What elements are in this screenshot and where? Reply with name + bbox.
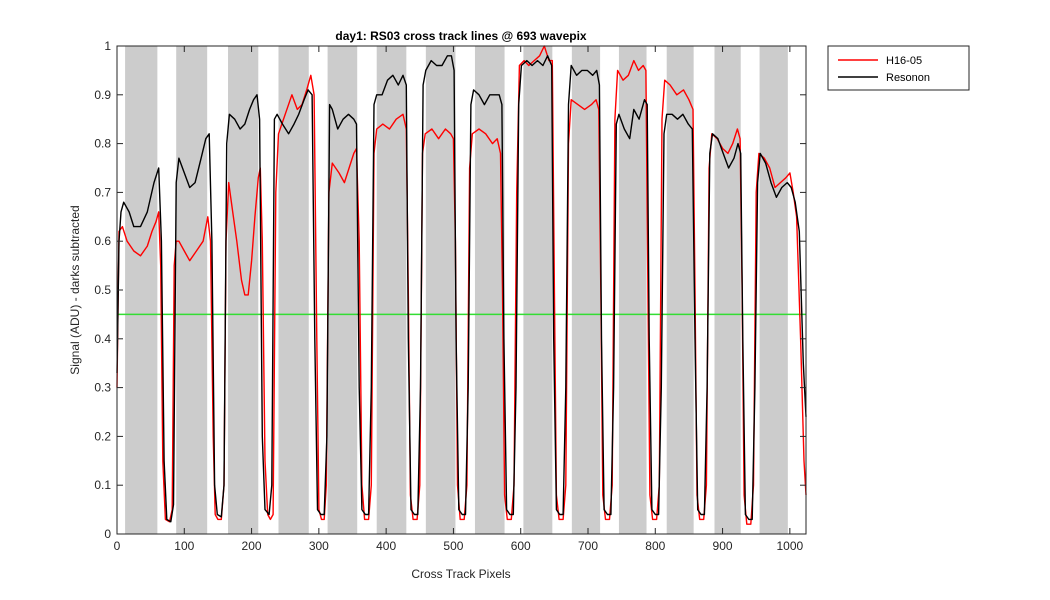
legend-label-h16-05: H16-05: [886, 55, 922, 67]
x-tick-label: 200: [242, 539, 262, 553]
shaded-band: [666, 46, 694, 534]
series-group: [116, 45, 807, 525]
legend-box: [827, 45, 970, 91]
shaded-band: [571, 46, 601, 534]
x-tick-label: 600: [511, 539, 531, 553]
y-tick-label: 0.6: [94, 234, 111, 248]
shaded-band: [474, 46, 505, 534]
chart-title: day1: RS03 cross track lines @ 693 wavep…: [335, 29, 587, 43]
y-axis-label: Signal (ADU) - darks subtracted: [68, 205, 82, 374]
legend-label-resonon: Resonon: [886, 72, 930, 84]
x-tick-label: 700: [578, 539, 598, 553]
shaded-band: [278, 46, 309, 534]
y-tick-label: 0.5: [94, 283, 111, 297]
shaded-band: [176, 46, 208, 534]
y-tick-label: 0.1: [94, 478, 111, 492]
plot-background: [117, 46, 806, 534]
shaded-band: [714, 46, 741, 534]
y-tick-label: 0.4: [94, 332, 111, 346]
x-tick-label: 0: [114, 539, 121, 553]
shaded-bands: [125, 46, 788, 534]
shaded-band: [425, 46, 456, 534]
shaded-band: [376, 46, 407, 534]
shaded-band: [523, 46, 553, 534]
y-tick-label: 0.2: [94, 429, 111, 443]
y-tick-label: 0: [104, 527, 111, 541]
y-tick-label: 0.3: [94, 381, 111, 395]
x-tick-label: 300: [309, 539, 329, 553]
y-tick-label: 0.8: [94, 137, 111, 151]
x-tick-label: 100: [174, 539, 194, 553]
shaded-band: [327, 46, 358, 534]
x-axis-ticks: 0 100 200 300 400 500 600 700 800 900 1000: [114, 46, 804, 553]
x-tick-label: 500: [443, 539, 463, 553]
x-axis-label: Cross Track Pixels: [411, 567, 510, 581]
shaded-band: [759, 46, 788, 534]
x-tick-label: 400: [376, 539, 396, 553]
series-line-resonon: [116, 55, 807, 523]
y-axis-ticks: 0 0.1 0.2 0.3 0.4 0.5 0.6 0.7 0.8 0.9 1: [94, 39, 806, 541]
y-tick-label: 0.7: [94, 185, 111, 199]
y-tick-label: 0.9: [94, 88, 111, 102]
x-tick-label: 900: [713, 539, 733, 553]
x-tick-label: 800: [645, 539, 665, 553]
legend: H16-05 Resonon: [827, 45, 970, 91]
shaded-band: [125, 46, 158, 534]
x-tick-label: 1000: [777, 539, 804, 553]
y-tick-label: 1: [104, 39, 111, 53]
